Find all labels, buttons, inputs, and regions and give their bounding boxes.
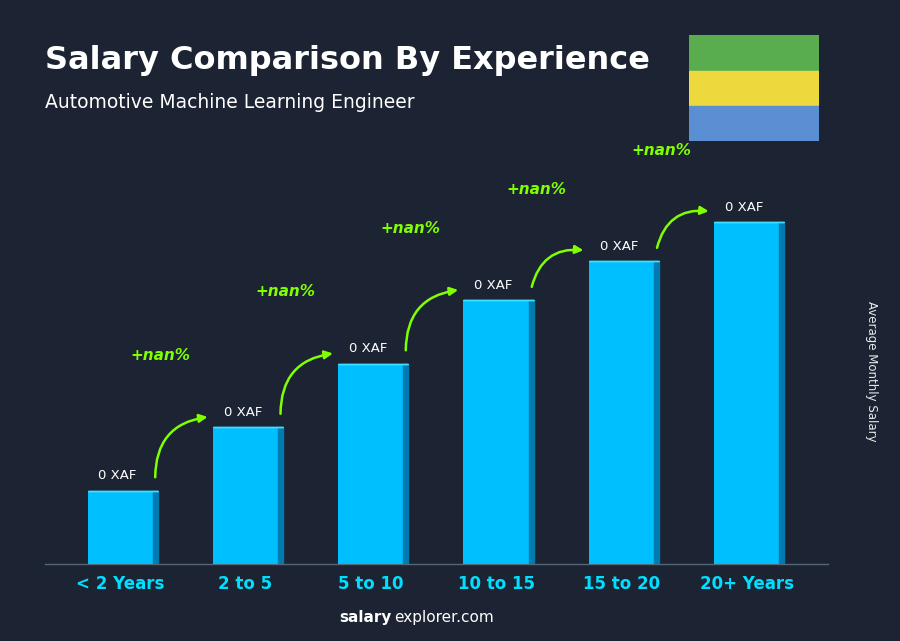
Bar (87, 491, 153, 564)
Text: +nan%: +nan% (632, 142, 691, 158)
Text: explorer.com: explorer.com (394, 610, 494, 625)
Bar (464, 301, 528, 564)
Text: 0 XAF: 0 XAF (599, 240, 638, 253)
Text: 0 XAF: 0 XAF (474, 279, 513, 292)
Text: 0 XAF: 0 XAF (224, 406, 262, 419)
Text: +nan%: +nan% (130, 347, 190, 363)
Text: 0 XAF: 0 XAF (724, 201, 763, 213)
Text: +nan%: +nan% (256, 284, 316, 299)
Polygon shape (528, 301, 534, 564)
Text: +nan%: +nan% (381, 221, 441, 236)
Polygon shape (403, 364, 409, 564)
Bar (589, 262, 654, 564)
Bar (688, 71, 819, 106)
Text: 0 XAF: 0 XAF (349, 342, 387, 355)
Text: salary: salary (339, 610, 392, 625)
Text: Salary Comparison By Experience: Salary Comparison By Experience (45, 45, 650, 76)
Polygon shape (153, 491, 157, 564)
Bar (688, 106, 819, 141)
Polygon shape (278, 428, 283, 564)
Text: 0 XAF: 0 XAF (98, 469, 137, 482)
Bar (714, 222, 779, 564)
Bar (688, 35, 819, 71)
Bar (213, 428, 278, 564)
Text: +nan%: +nan% (506, 181, 566, 197)
Bar (338, 364, 403, 564)
Text: Average Monthly Salary: Average Monthly Salary (865, 301, 878, 442)
Polygon shape (654, 262, 659, 564)
Text: Automotive Machine Learning Engineer: Automotive Machine Learning Engineer (45, 93, 415, 112)
Polygon shape (779, 222, 784, 564)
